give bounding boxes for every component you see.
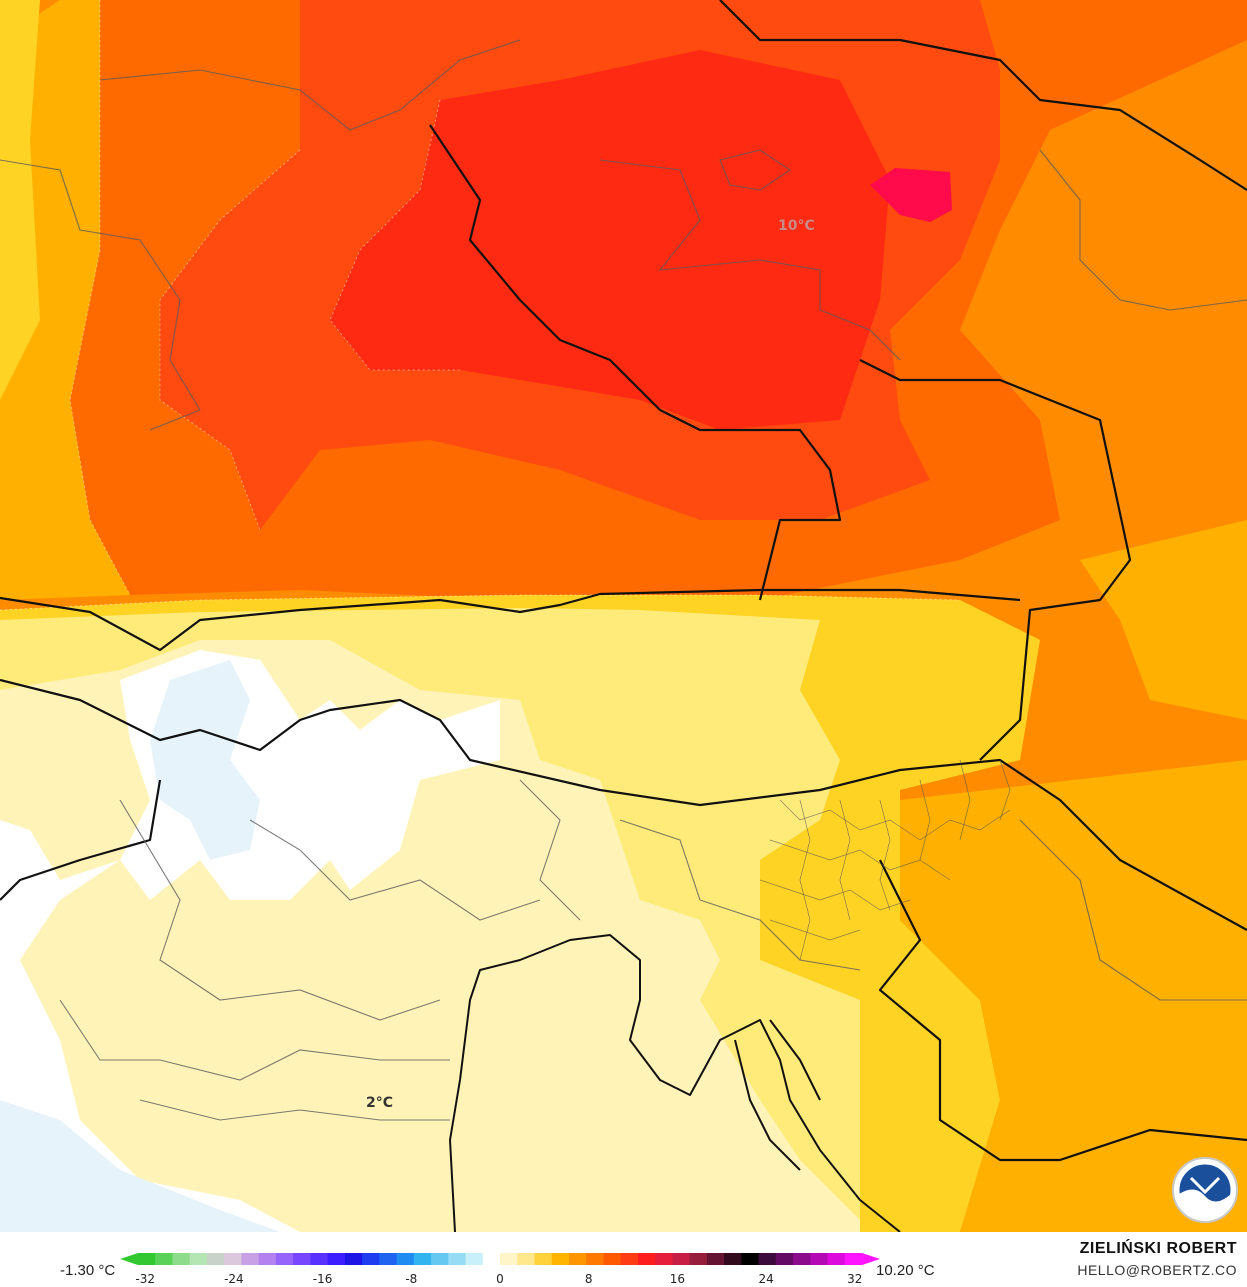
- border-north: [719, 0, 1247, 191]
- colorbar-cell: [586, 1253, 604, 1265]
- colorbar-cell: [258, 1253, 277, 1265]
- border-se: [878, 859, 1247, 1162]
- colorbar-tick-label: 24: [758, 1272, 773, 1286]
- border-southwest: [0, 779, 162, 901]
- colorbar-tick-label: 16: [670, 1272, 685, 1286]
- colorbar-cell: [775, 1253, 794, 1265]
- colorbar-cell: [465, 1253, 484, 1265]
- colorbar-cell: [241, 1253, 260, 1265]
- colorbar-max-label: 10.20 °C: [876, 1262, 935, 1279]
- noaa-logo: [1172, 1157, 1238, 1223]
- colorbar-cell: [189, 1253, 208, 1265]
- border-alps-south: [0, 678, 1247, 931]
- colorbar-cell: [344, 1253, 363, 1265]
- municipal-borders: [759, 759, 1011, 961]
- adriatic-sea: [455, 940, 860, 1232]
- colorbar-cell: [741, 1253, 760, 1265]
- label-10c: 10°C: [778, 218, 815, 234]
- zone-amber-west: [0, 0, 130, 600]
- colorbar-min-label: -1.30 °C: [60, 1262, 116, 1279]
- colorbar-cell: [379, 1253, 398, 1265]
- colorbar-cell: [431, 1253, 449, 1265]
- colorbar-cell: [155, 1253, 173, 1265]
- colorbar-cell: [672, 1253, 691, 1265]
- colorbar-tick-label: 8: [585, 1272, 593, 1286]
- colorbar-cell: [534, 1253, 553, 1265]
- temperature-map: 10°C 2°C: [0, 0, 1247, 1232]
- zone-yellow-west: [0, 0, 40, 400]
- colorbar-tick-label: -8: [405, 1272, 417, 1286]
- label-2c: 2°C: [366, 1095, 393, 1111]
- colorbar-cell: [706, 1253, 725, 1265]
- zone-white: [0, 650, 500, 1232]
- colorbar-cell: [724, 1253, 742, 1265]
- colorbar-cell: [293, 1253, 311, 1265]
- country-borders: [0, 0, 1247, 1162]
- colorbar-tick-label: -24: [224, 1272, 244, 1286]
- colorbar-cell: [500, 1253, 518, 1265]
- colorbar-cell: [655, 1253, 673, 1265]
- coastline: [449, 934, 901, 1232]
- colorbar-cell: [448, 1253, 467, 1265]
- colorbar-tick-label: -16: [313, 1272, 333, 1286]
- zone-pale-blue-sw: [0, 1100, 280, 1232]
- colorbar-cell: [413, 1253, 432, 1265]
- colorbar-ticks: -32 -24 -16 -8 0 8 16 24 32: [135, 1272, 862, 1286]
- colorbar-cell: [551, 1253, 570, 1265]
- colorbar-cell: [172, 1253, 191, 1265]
- contour-lines: [0, 0, 961, 721]
- colorbar-cell: [310, 1253, 329, 1265]
- colorbar-cell: [224, 1253, 242, 1265]
- colorbar-tick-label: 0: [496, 1272, 504, 1286]
- colorbar-cell: [327, 1253, 346, 1265]
- colorbar-cell: [827, 1253, 846, 1265]
- colorbar-cell: [517, 1253, 535, 1265]
- colorbar-cell: [206, 1253, 225, 1265]
- colorbar-cell: [362, 1253, 380, 1265]
- colorbar-tick-label: 32: [847, 1272, 862, 1286]
- colorbar-arrow-left: [120, 1253, 138, 1265]
- zone-pale-blue: [150, 660, 260, 860]
- colorbar-cell: [689, 1253, 708, 1265]
- colorbar-cell: [844, 1253, 863, 1265]
- colorbar-cell: [275, 1253, 294, 1265]
- colorbar-cell: [603, 1253, 622, 1265]
- colorbar-cell: [620, 1253, 639, 1265]
- colorbar-cell: [568, 1253, 587, 1265]
- author-credit: ZIELIŃSKI ROBERT: [1079, 1240, 1237, 1257]
- border-alps-north: [0, 588, 1021, 652]
- colorbar-arrow-right: [862, 1253, 880, 1265]
- colorbar-cell: [482, 1253, 501, 1265]
- colorbar-cell: [758, 1253, 777, 1265]
- author-email: HELLO@ROBERTZ.CO: [1077, 1262, 1237, 1278]
- border-central: [429, 124, 842, 601]
- colorbar-cell: [138, 1253, 156, 1265]
- colorbar-tick-label: -32: [135, 1272, 155, 1286]
- border-east: [859, 359, 1132, 761]
- colorbar: -32 -24 -16 -8 0 8 16 24 32: [120, 1253, 880, 1286]
- zone-amber-se: [900, 760, 1247, 1232]
- zone-crimson: [870, 168, 952, 222]
- colorbar-cell: [637, 1253, 656, 1265]
- region-borders: [0, 39, 1247, 1121]
- colorbar-cells: [120, 1253, 880, 1265]
- colorbar-cell: [396, 1253, 415, 1265]
- colorbar-cell: [793, 1253, 811, 1265]
- zone-red: [330, 50, 890, 430]
- colorbar-cell: [810, 1253, 829, 1265]
